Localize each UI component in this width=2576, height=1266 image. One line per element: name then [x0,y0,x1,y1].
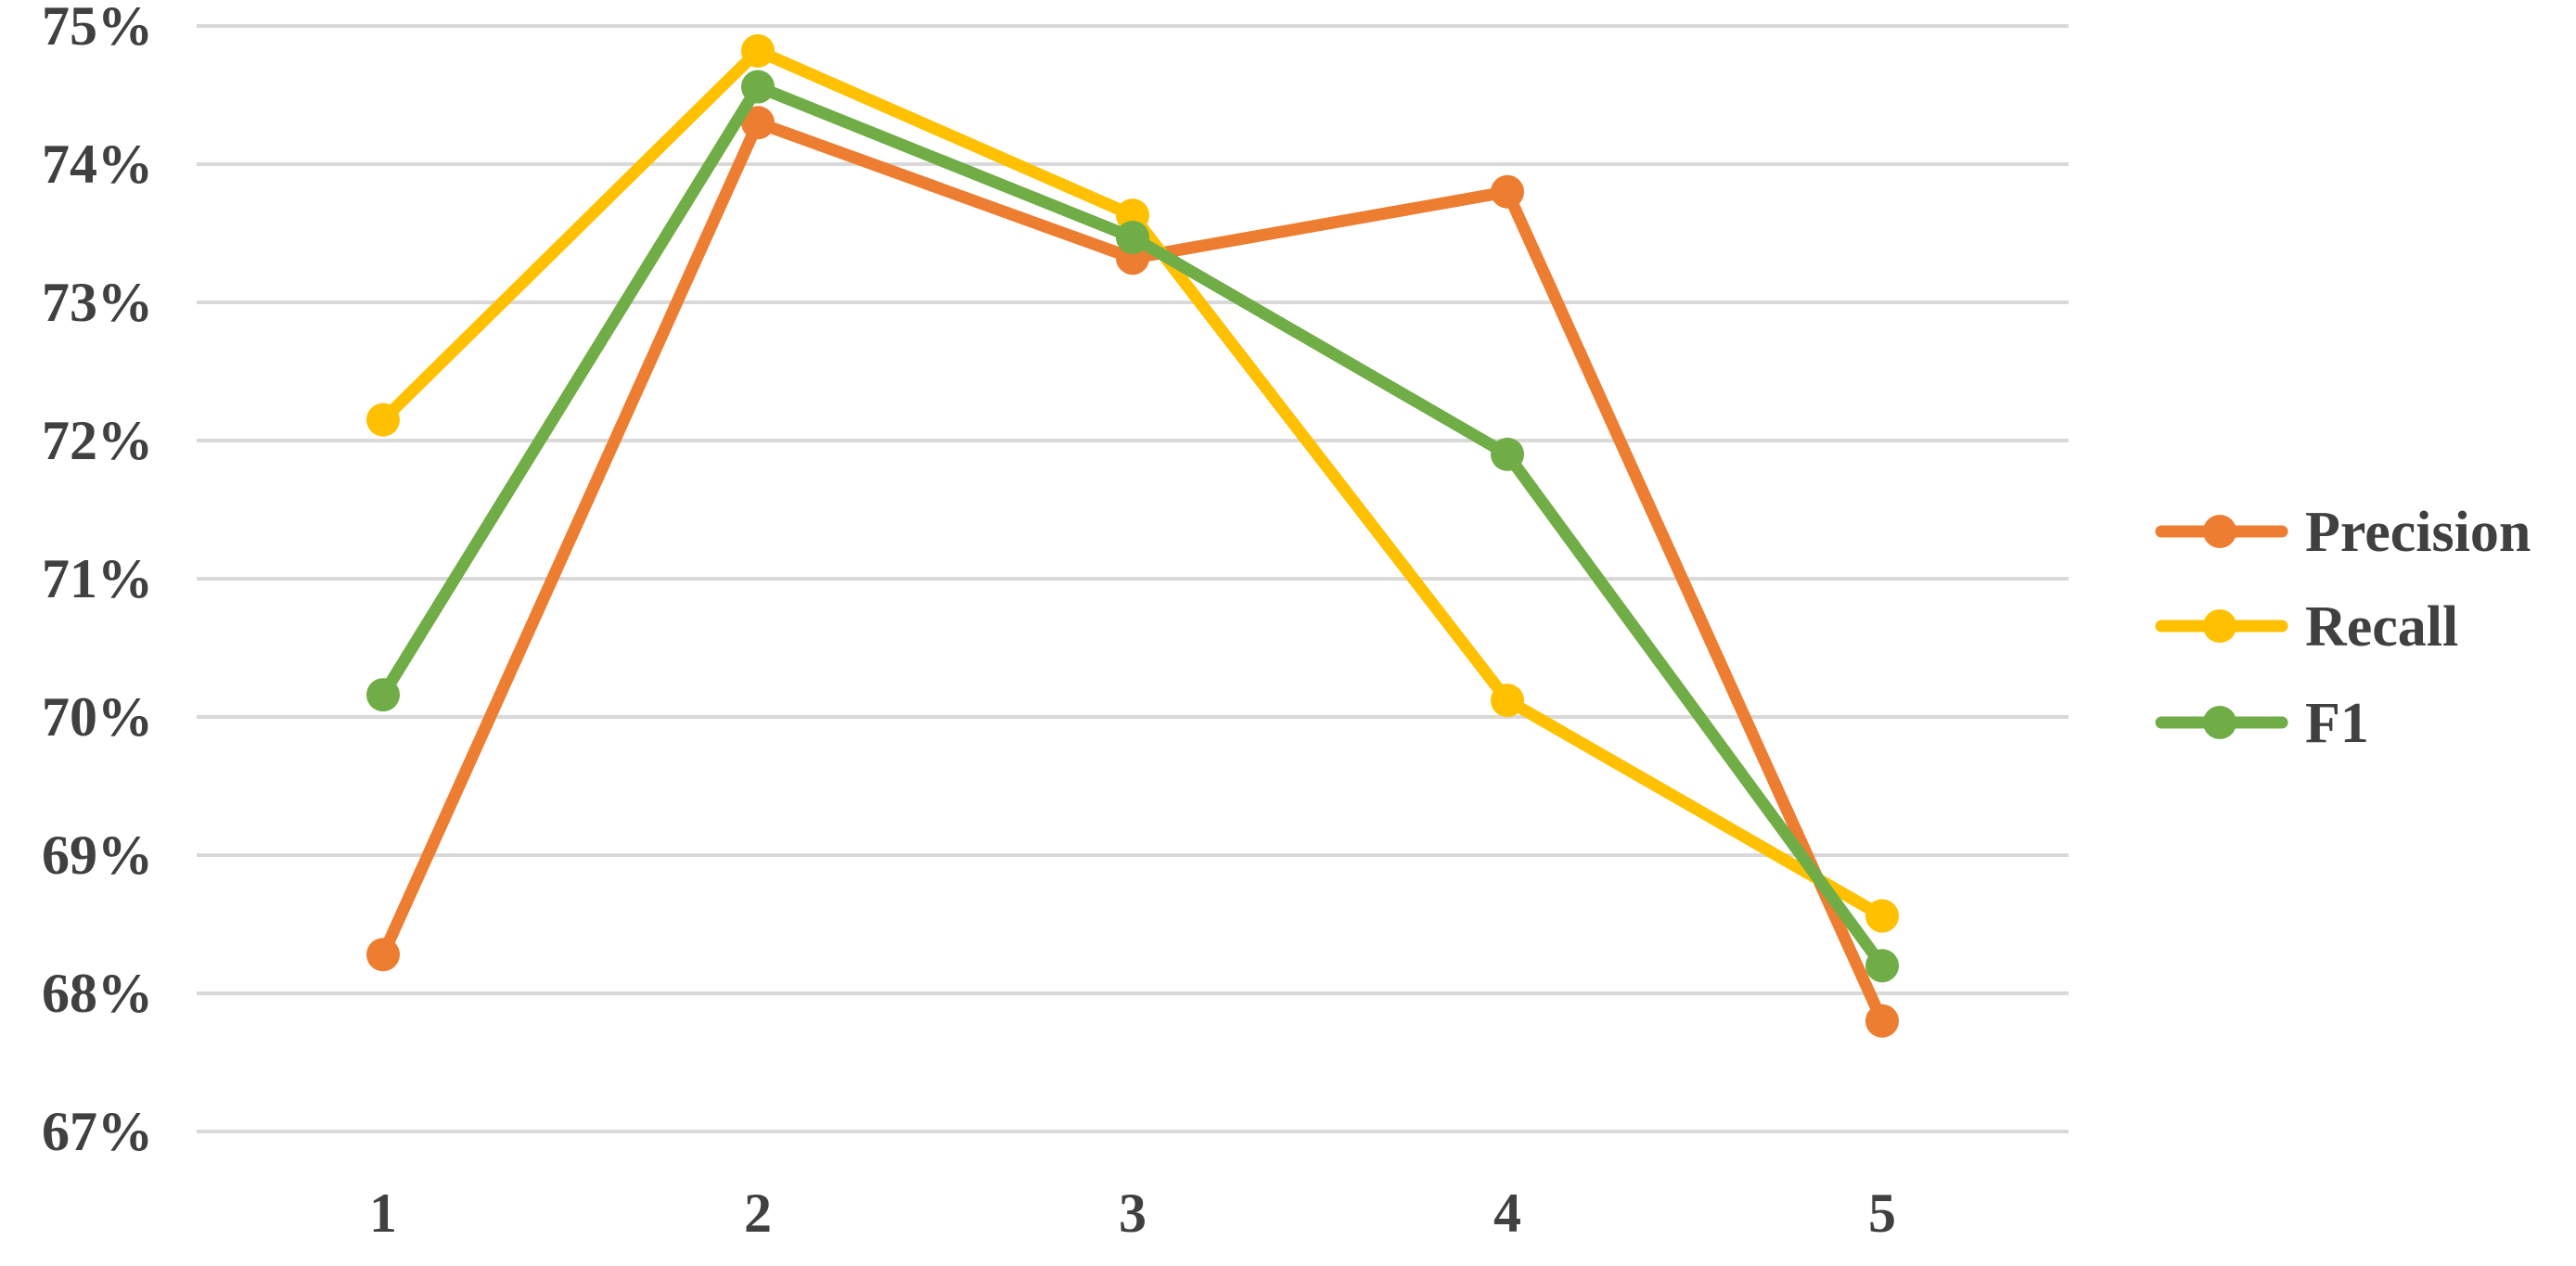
data-point-f1 [1865,949,1899,983]
y-tick-label: 68% [42,963,153,1024]
data-point-f1 [1116,220,1149,254]
x-tick-label: 5 [1868,1183,1896,1244]
y-tick-label: 75% [42,0,153,57]
data-point-recall [741,33,775,68]
legend-label: Recall [2305,595,2458,659]
y-tick-label: 71% [42,548,153,609]
gridlines [197,24,2069,1133]
series-recall [366,33,1899,933]
y-tick-label: 73% [42,272,153,333]
data-point-recall [366,403,400,437]
legend-swatch-marker [2203,609,2236,643]
legend-swatch-marker [2203,706,2236,739]
series-line-recall [377,45,1889,923]
data-point-f1 [1491,437,1524,471]
y-tick-label: 69% [42,825,153,886]
x-tick-label: 4 [1493,1183,1521,1244]
x-tick-label: 2 [744,1183,772,1244]
legend-item-f1: F1 [2155,692,2369,755]
legend-item-recall: Recall [2155,595,2458,659]
legend-label: F1 [2305,692,2369,755]
legend: Precision Recall F1 [2155,501,2531,755]
data-point-recall [1491,684,1524,718]
x-tick-label: 3 [1119,1183,1147,1244]
x-axis-tick-labels: 1 2 3 4 5 [369,1183,1896,1244]
y-tick-label: 70% [42,686,153,748]
data-point-f1 [366,678,400,712]
legend-item-precision: Precision [2155,501,2531,564]
data-point-f1 [741,70,775,104]
data-point-precision [366,938,400,972]
y-axis-tick-labels: 67% 68% 69% 70% 71% 72% 73% 74% 75% [42,0,153,1162]
y-tick-label: 72% [42,410,153,471]
y-tick-label: 67% [42,1101,153,1162]
series-lines [366,33,1899,1038]
data-point-precision [1865,1004,1899,1038]
legend-label: Precision [2305,501,2531,564]
series-f1 [366,70,1899,983]
x-tick-label: 1 [369,1183,397,1244]
data-point-recall [1865,899,1899,933]
data-point-precision [1491,174,1524,209]
data-point-precision [741,106,775,140]
y-tick-label: 74% [42,134,153,195]
legend-swatch-marker [2203,515,2236,548]
